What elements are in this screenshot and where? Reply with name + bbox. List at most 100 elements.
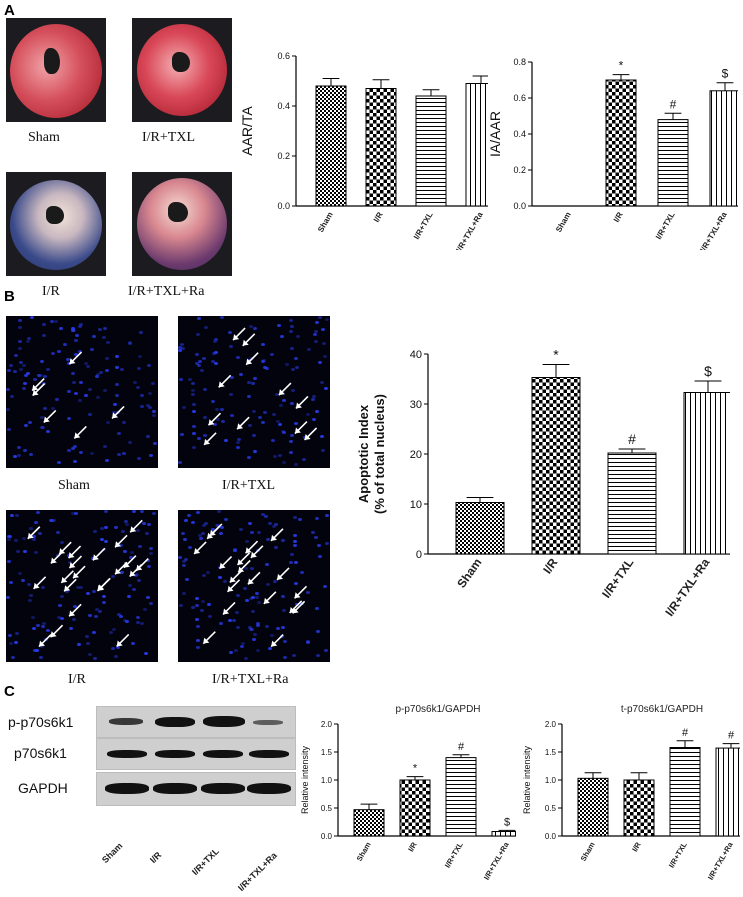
nucleus bbox=[289, 440, 293, 443]
nucleus bbox=[76, 586, 80, 589]
nucleus bbox=[196, 646, 200, 649]
nucleus bbox=[182, 560, 186, 563]
nucleus bbox=[79, 586, 83, 589]
nucleus bbox=[28, 421, 32, 424]
nucleus bbox=[105, 357, 109, 360]
nucleus bbox=[60, 595, 64, 598]
arrow-icon bbox=[129, 519, 143, 533]
nucleus bbox=[261, 343, 265, 346]
nucleus bbox=[144, 652, 148, 655]
nucleus bbox=[293, 534, 297, 537]
nucleus bbox=[237, 438, 241, 441]
nucleus bbox=[79, 451, 83, 454]
nucleus bbox=[314, 536, 318, 539]
nucleus bbox=[182, 406, 186, 409]
nucleus bbox=[8, 634, 12, 637]
nucleus bbox=[38, 532, 42, 535]
nucleus bbox=[202, 574, 206, 577]
nucleus bbox=[27, 337, 31, 340]
nucleus bbox=[271, 439, 275, 442]
nucleus bbox=[180, 433, 184, 436]
nucleus bbox=[84, 394, 88, 397]
blot-lane-ir-txl: I/R+TXL bbox=[190, 846, 221, 878]
y-tick-label: 2.0 bbox=[321, 720, 333, 729]
category-label: I/R+TXL+Ra bbox=[662, 555, 712, 618]
arrow-icon bbox=[68, 603, 82, 617]
nucleus bbox=[55, 398, 59, 401]
nucleus bbox=[40, 416, 44, 419]
nucleus bbox=[149, 602, 153, 605]
nucleus bbox=[84, 362, 88, 365]
bar bbox=[399, 779, 431, 837]
nucleus bbox=[320, 381, 324, 384]
nucleus bbox=[115, 366, 119, 369]
nucleus bbox=[100, 527, 104, 530]
nucleus bbox=[311, 398, 315, 401]
nucleus bbox=[71, 372, 75, 375]
y-tick-label: 0.8 bbox=[513, 57, 526, 67]
nucleus bbox=[104, 526, 108, 529]
nucleus bbox=[283, 656, 287, 659]
y-tick-label: 2.0 bbox=[545, 720, 557, 729]
category-label: I/R bbox=[630, 840, 643, 853]
nucleus bbox=[93, 657, 97, 660]
nucleus bbox=[306, 641, 310, 644]
arrow-overlay bbox=[31, 351, 125, 439]
nucleus bbox=[321, 449, 325, 452]
nucleus bbox=[207, 603, 211, 606]
nucleus bbox=[106, 341, 110, 344]
nucleus bbox=[294, 357, 298, 360]
nucleus bbox=[40, 426, 44, 429]
arrow-icon bbox=[219, 556, 233, 570]
nucleus bbox=[261, 421, 265, 424]
nucleus bbox=[247, 359, 251, 362]
nucleus bbox=[203, 416, 207, 419]
arrow-icon bbox=[250, 545, 264, 559]
nucleus bbox=[142, 522, 146, 525]
nucleus bbox=[206, 571, 210, 574]
nucleus bbox=[274, 546, 278, 549]
nucleus bbox=[78, 350, 82, 353]
nucleus bbox=[114, 655, 118, 658]
arrow-icon bbox=[68, 351, 83, 365]
nucleus bbox=[229, 393, 233, 396]
nucleus bbox=[115, 383, 119, 386]
bar bbox=[315, 85, 347, 207]
y-tick-label: 1.0 bbox=[545, 776, 557, 785]
arrow-icon bbox=[209, 523, 223, 537]
nucleus bbox=[213, 423, 217, 426]
nucleus bbox=[121, 530, 125, 533]
nucleus bbox=[263, 411, 267, 414]
nucleus bbox=[66, 358, 70, 361]
nucleus bbox=[201, 532, 205, 535]
y-axis-label: Relative intensity bbox=[522, 745, 532, 814]
nucleus bbox=[315, 607, 319, 610]
heart-label-ir: I/R bbox=[42, 284, 60, 299]
nucleus bbox=[131, 642, 135, 645]
arrow-icon bbox=[97, 577, 111, 591]
nucleus bbox=[39, 656, 43, 659]
tunel-image-ir-txl bbox=[178, 316, 330, 468]
nucleus bbox=[10, 514, 14, 517]
arrow-icon bbox=[38, 634, 52, 648]
significance-marker: # bbox=[458, 741, 465, 753]
nucleus bbox=[253, 327, 257, 330]
tunel-image-ir bbox=[6, 510, 158, 662]
y-tick-label: 0.2 bbox=[513, 165, 526, 175]
nucleus bbox=[315, 321, 319, 324]
bar bbox=[455, 502, 505, 555]
nucleus bbox=[57, 616, 61, 619]
nucleus bbox=[178, 349, 182, 352]
nucleus bbox=[243, 587, 247, 590]
bar bbox=[491, 831, 516, 837]
nucleus bbox=[42, 323, 46, 326]
nucleus bbox=[290, 347, 294, 350]
nucleus bbox=[230, 414, 234, 417]
y-axis-label: Apoptotic Index bbox=[356, 404, 371, 503]
nucleus bbox=[102, 336, 106, 339]
nucleus bbox=[137, 457, 141, 460]
nucleus bbox=[14, 354, 18, 357]
nucleus bbox=[262, 359, 266, 362]
category-label: I/R+TXL+Ra bbox=[698, 210, 729, 250]
nucleus bbox=[236, 356, 240, 359]
